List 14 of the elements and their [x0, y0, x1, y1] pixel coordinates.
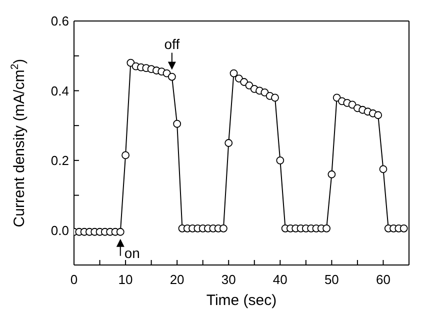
y-tick-label: 0.4 [50, 83, 69, 98]
x-axis-title: Time (sec) [206, 292, 277, 309]
y-tick-label: 0.0 [50, 222, 69, 238]
x-tick-label: 20 [170, 272, 184, 287]
x-tick-label: 40 [272, 272, 288, 287]
x-tick-label: 60 [376, 272, 390, 287]
annotation: off [164, 36, 180, 52]
x-tick-label: 0 [70, 272, 78, 287]
annotation: on [124, 244, 140, 261]
x-tick-label: 30 [221, 272, 236, 287]
y-tick-label: 0.6 [50, 14, 69, 29]
x-tick-label: 10 [118, 272, 133, 287]
y-tick-label: 0.2 [50, 153, 69, 168]
x-tick-label: 50 [324, 272, 339, 287]
